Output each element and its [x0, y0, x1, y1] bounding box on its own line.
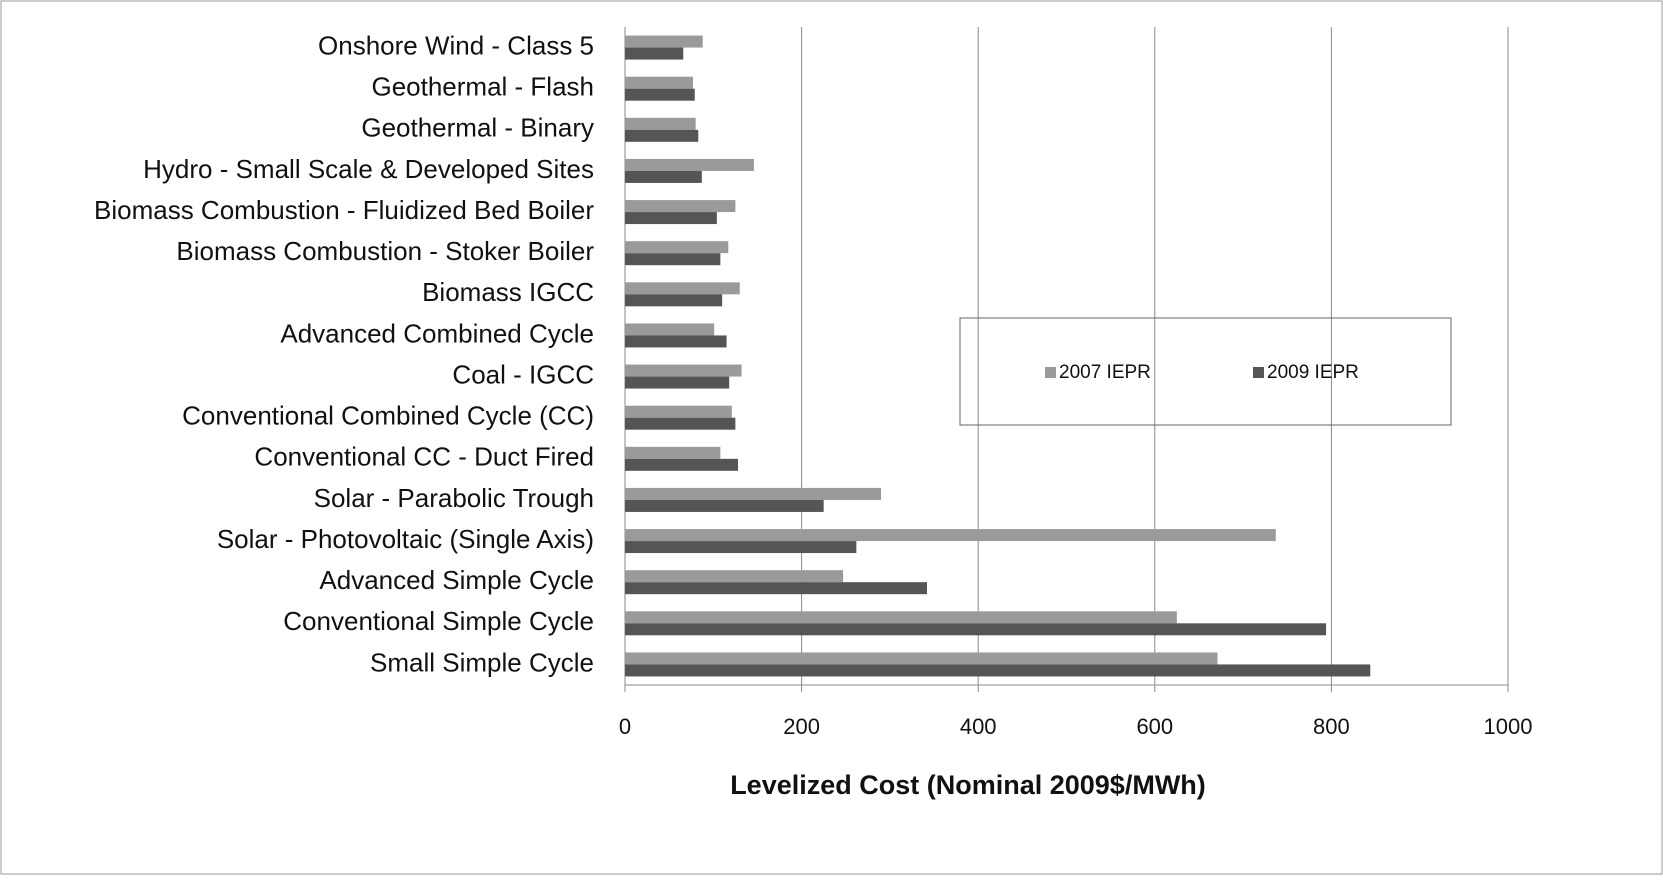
bar [625, 487, 882, 500]
bar [625, 253, 721, 266]
y-tick-label: Geothermal - Flash [371, 72, 594, 102]
bar [625, 282, 740, 295]
legend-swatch [1045, 367, 1056, 378]
legend-swatch [1253, 367, 1264, 378]
y-tick-label: Hydro - Small Scale & Developed Sites [143, 154, 594, 184]
bar [625, 364, 742, 377]
y-tick-label: Conventional Simple Cycle [283, 606, 594, 636]
bar [625, 623, 1327, 636]
bar [625, 376, 730, 389]
x-axis-label: Levelized Cost (Nominal 2009$/MWh) [730, 770, 1206, 800]
bar [625, 582, 927, 595]
bar [625, 129, 699, 142]
bar [625, 76, 693, 89]
bar [625, 170, 702, 183]
y-tick-label: Small Simple Cycle [370, 647, 594, 677]
bar [625, 35, 703, 48]
y-tick-label: Conventional CC - Duct Fired [254, 442, 594, 472]
y-tick-label: Biomass Combustion - Fluidized Bed Boile… [94, 195, 594, 225]
bar [625, 158, 754, 171]
legend-label: 2009 IEPR [1267, 362, 1359, 383]
y-tick-label: Advanced Simple Cycle [319, 565, 594, 595]
bar [625, 499, 824, 512]
bar [625, 446, 721, 459]
bar [625, 335, 727, 348]
bar [625, 88, 695, 101]
bar [625, 664, 1371, 677]
bar [625, 200, 736, 213]
legend-box [959, 317, 1452, 426]
bar [625, 323, 715, 336]
x-tick-label: 1000 [1484, 714, 1533, 739]
bar [625, 458, 739, 471]
bar [625, 541, 857, 554]
bar [625, 529, 1276, 542]
y-tick-label: Solar - Photovoltaic (Single Axis) [217, 524, 594, 554]
bar [625, 417, 736, 430]
bar [625, 47, 684, 60]
x-tick-label: 400 [960, 714, 997, 739]
y-tick-label: Onshore Wind - Class 5 [318, 30, 594, 60]
bar [625, 117, 696, 130]
bar [625, 212, 717, 225]
y-tick-label: Solar - Parabolic Trough [314, 483, 594, 513]
y-tick-label: Geothermal - Binary [361, 113, 594, 143]
bar [625, 652, 1218, 665]
y-tick-label: Coal - IGCC [452, 359, 594, 389]
bar [625, 294, 723, 307]
x-tick-label: 600 [1136, 714, 1173, 739]
y-tick-label: Biomass IGCC [422, 277, 594, 307]
bar [625, 611, 1177, 624]
y-tick-label: Biomass Combustion - Stoker Boiler [176, 236, 594, 266]
y-tick-label: Conventional Combined Cycle (CC) [182, 401, 594, 431]
x-tick-label: 800 [1313, 714, 1350, 739]
legend-label: 2007 IEPR [1059, 362, 1151, 383]
bar [625, 405, 732, 418]
x-tick-label: 0 [619, 714, 631, 739]
bar [625, 241, 729, 254]
x-tick-label: 200 [783, 714, 820, 739]
y-tick-label: Advanced Combined Cycle [280, 318, 594, 348]
bar [625, 570, 844, 583]
